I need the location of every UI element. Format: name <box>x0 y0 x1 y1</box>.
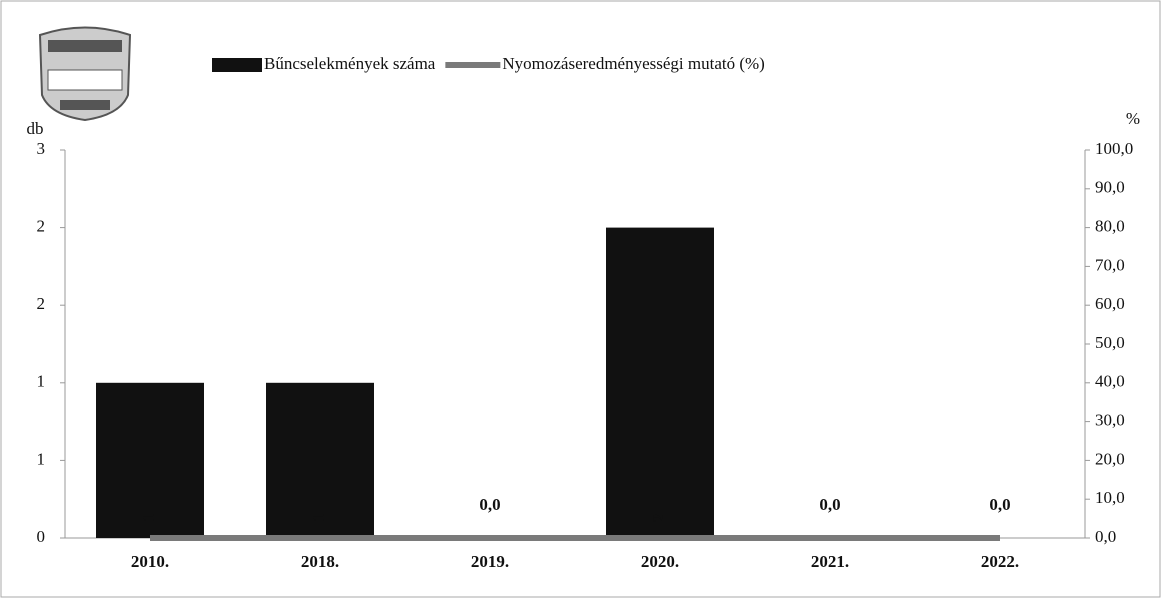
data-label: 1 <box>309 514 328 523</box>
y-tick-label: 3 <box>37 139 46 158</box>
y-tick-label: 0 <box>37 527 46 546</box>
y2-tick-label: 60,0 <box>1095 294 1125 313</box>
x-tick-label: 2020. <box>641 552 679 571</box>
y-tick-label: 1 <box>37 372 46 391</box>
y-axis-title: db <box>27 119 44 138</box>
data-label: 0,0 <box>819 495 840 514</box>
y2-tick-label: 10,0 <box>1095 488 1125 507</box>
bar <box>266 382 374 538</box>
legend-swatch <box>212 58 262 72</box>
y2-axis-title: % <box>1126 109 1140 128</box>
y2-tick-label: 0,0 <box>1095 527 1116 546</box>
x-tick-label: 2019. <box>471 552 509 571</box>
y-tick-label: 1 <box>37 449 46 468</box>
data-label: 0,0 <box>479 495 500 514</box>
x-tick-label: 2010. <box>131 552 169 571</box>
y-tick-label: 2 <box>37 294 46 313</box>
legend-label: Bűncselekmények száma <box>264 54 436 73</box>
bar <box>606 227 714 538</box>
x-tick-label: 2018. <box>301 552 339 571</box>
x-tick-label: 2021. <box>811 552 849 571</box>
y2-tick-label: 90,0 <box>1095 178 1125 197</box>
y2-tick-label: 30,0 <box>1095 411 1125 430</box>
y2-tick-label: 50,0 <box>1095 333 1125 352</box>
y2-tick-label: 70,0 <box>1095 255 1125 274</box>
data-label: 1 <box>139 514 158 523</box>
data-label: 0,0 <box>989 495 1010 514</box>
y2-tick-label: 20,0 <box>1095 449 1125 468</box>
x-tick-label: 2022. <box>981 552 1019 571</box>
y2-tick-label: 80,0 <box>1095 217 1125 236</box>
logo <box>38 26 132 122</box>
legend-label: Nyomozáseredményességi mutató (%) <box>502 54 764 73</box>
y2-tick-label: 100,0 <box>1095 139 1133 158</box>
y-tick-label: 2 <box>37 217 46 236</box>
y2-tick-label: 40,0 <box>1095 372 1125 391</box>
data-label: 2 <box>649 514 668 523</box>
bar <box>96 382 204 538</box>
